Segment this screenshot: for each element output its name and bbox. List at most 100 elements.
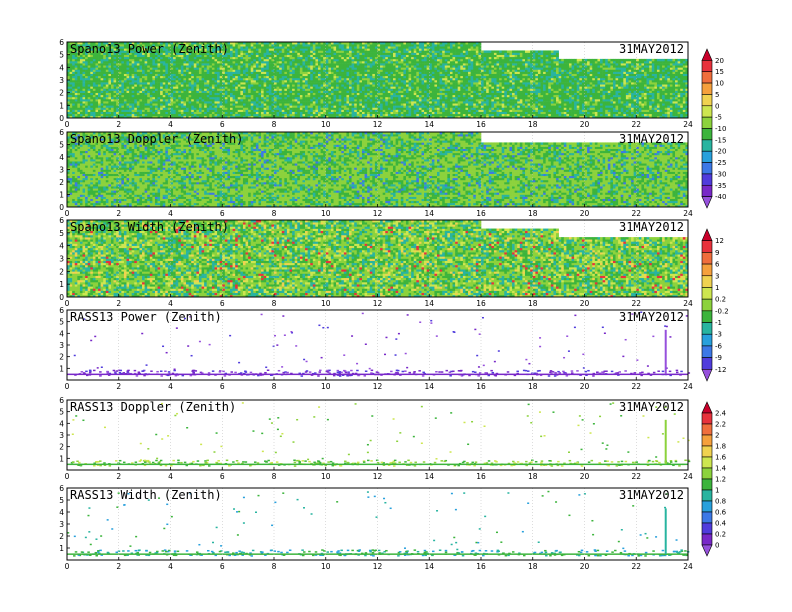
heatmap-cell bbox=[134, 105, 138, 108]
heatmap-cell bbox=[170, 80, 174, 83]
heatmap-cell bbox=[361, 92, 365, 96]
heatmap-cell bbox=[87, 75, 91, 79]
heatmap-cell bbox=[188, 67, 192, 70]
heatmap-cell bbox=[85, 75, 88, 79]
heatmap-cell bbox=[74, 46, 78, 49]
heatmap-cell bbox=[294, 69, 298, 72]
heatmap-cell bbox=[214, 58, 218, 62]
heatmap-cell bbox=[421, 56, 425, 60]
heatmap-cell bbox=[266, 52, 270, 55]
heatmap-cell bbox=[325, 67, 329, 70]
heatmap-cell bbox=[103, 111, 107, 115]
heatmap-cell bbox=[95, 92, 99, 96]
heatmap-cell bbox=[286, 111, 290, 115]
heatmap-cell bbox=[134, 52, 138, 55]
heatmap-cell bbox=[201, 88, 205, 91]
heatmap-cell bbox=[274, 107, 277, 110]
heatmap-cell bbox=[382, 90, 386, 93]
heatmap-cell bbox=[271, 73, 275, 77]
heatmap-cell bbox=[258, 107, 262, 110]
heatmap-cell bbox=[268, 42, 272, 45]
heatmap-cell bbox=[129, 80, 132, 83]
heatmap-cell bbox=[92, 77, 96, 81]
heatmap-cell bbox=[198, 103, 202, 106]
heatmap-cell bbox=[328, 50, 332, 53]
heatmap-cell bbox=[294, 75, 298, 79]
heatmap-cell bbox=[292, 71, 295, 74]
heatmap-cell bbox=[211, 86, 215, 89]
heatmap-cell bbox=[424, 105, 427, 108]
heatmap-cell bbox=[217, 58, 220, 62]
heatmap-cell bbox=[284, 88, 288, 91]
heatmap-cell bbox=[323, 105, 327, 108]
heatmap-cell bbox=[191, 46, 195, 49]
heatmap-cell bbox=[421, 109, 425, 112]
heatmap-cell bbox=[110, 94, 114, 98]
heatmap-cell bbox=[395, 46, 399, 49]
heatmap-cell bbox=[315, 92, 319, 96]
heatmap-cell bbox=[123, 48, 127, 51]
heatmap-cell bbox=[129, 44, 132, 47]
heatmap-cell bbox=[305, 58, 308, 62]
heatmap-cell bbox=[286, 42, 290, 45]
heatmap-cell bbox=[312, 52, 316, 55]
heatmap-cell bbox=[302, 82, 306, 85]
heatmap-cell bbox=[118, 65, 122, 68]
heatmap-cell bbox=[175, 84, 179, 87]
heatmap-cell bbox=[380, 105, 383, 108]
heatmap-cell bbox=[413, 113, 417, 117]
heatmap-cell bbox=[74, 105, 78, 108]
heatmap-cell bbox=[82, 48, 86, 51]
heatmap-cell bbox=[413, 50, 417, 53]
heatmap-cell bbox=[413, 94, 417, 98]
heatmap-cell bbox=[87, 111, 91, 115]
heatmap-cell bbox=[69, 80, 73, 83]
heatmap-cell bbox=[105, 56, 109, 60]
heatmap-cell bbox=[170, 67, 174, 70]
heatmap-cell bbox=[336, 65, 339, 68]
heatmap-cell bbox=[297, 54, 301, 58]
heatmap-cell bbox=[390, 92, 394, 96]
heatmap-cell bbox=[85, 107, 88, 110]
heatmap-cell bbox=[85, 84, 88, 87]
heatmap-cell bbox=[310, 52, 314, 55]
heatmap-cell bbox=[380, 82, 383, 85]
heatmap-cell bbox=[121, 80, 125, 83]
heatmap-cell bbox=[369, 56, 373, 60]
heatmap-cell bbox=[90, 86, 94, 89]
heatmap-cell bbox=[418, 44, 422, 47]
heatmap-cell bbox=[400, 75, 404, 79]
heatmap-cell bbox=[211, 63, 215, 66]
heatmap-cell bbox=[320, 44, 324, 47]
heatmap-cell bbox=[152, 63, 156, 66]
heatmap-cell bbox=[385, 44, 389, 47]
heatmap-cell bbox=[230, 63, 233, 66]
heatmap-cell bbox=[204, 101, 208, 104]
heatmap-cell bbox=[227, 48, 231, 51]
heatmap-cell bbox=[237, 71, 241, 74]
heatmap-cell bbox=[312, 46, 316, 49]
heatmap-cell bbox=[165, 105, 169, 108]
heatmap-cell bbox=[154, 73, 158, 77]
heatmap-cell bbox=[289, 61, 293, 64]
heatmap-cell bbox=[116, 50, 120, 53]
heatmap-cell bbox=[103, 90, 107, 93]
heatmap-cell bbox=[317, 75, 321, 79]
heatmap-cell bbox=[110, 67, 114, 70]
heatmap-cell bbox=[240, 86, 244, 89]
heatmap-cell bbox=[95, 109, 99, 112]
heatmap-cell bbox=[297, 101, 301, 104]
heatmap-cell bbox=[116, 48, 120, 51]
heatmap-cell bbox=[118, 54, 122, 58]
heatmap-cell bbox=[323, 90, 327, 93]
heatmap-cell bbox=[103, 54, 107, 58]
heatmap-cell bbox=[118, 44, 122, 47]
heatmap-cell bbox=[82, 113, 86, 117]
heatmap-cell bbox=[242, 65, 246, 68]
heatmap-cell bbox=[173, 99, 176, 102]
heatmap-cell bbox=[134, 103, 138, 106]
heatmap-cell bbox=[154, 84, 158, 87]
heatmap-cell bbox=[191, 75, 195, 79]
heatmap-cell bbox=[403, 67, 407, 70]
heatmap-cell bbox=[230, 77, 233, 81]
